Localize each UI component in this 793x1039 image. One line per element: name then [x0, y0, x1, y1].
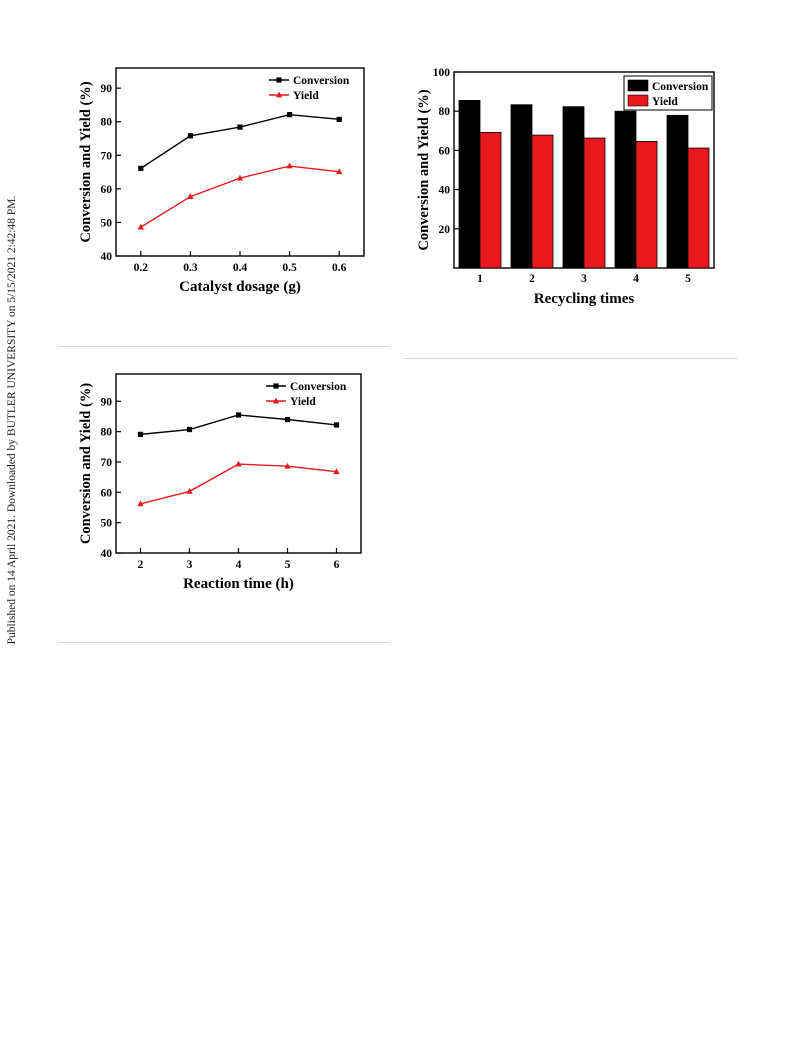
- y-tick-label: 40: [101, 251, 113, 263]
- y-tick-label: 50: [101, 217, 113, 229]
- bar-yield: [531, 134, 554, 269]
- legend-swatch-yield: [627, 94, 649, 107]
- series-line-conversion: [140, 113, 340, 169]
- series-line-conversion: [140, 414, 337, 436]
- legend-label: Conversion: [293, 75, 350, 87]
- legend-marker: [275, 91, 283, 98]
- x-tick-label: 4: [633, 273, 639, 285]
- data-point-yield: [187, 193, 194, 199]
- y-tick-label: 90: [101, 83, 113, 95]
- y-tick-label: 70: [101, 150, 113, 162]
- plot-frame: [115, 67, 365, 257]
- bar-conversion: [510, 104, 533, 269]
- side-note: Published on 14 April 2021. Downloaded b…: [0, 0, 24, 1039]
- x-axis-label: Catalyst dosage (g): [179, 279, 301, 295]
- y-tick-label: 60: [101, 184, 113, 196]
- bar-conversion: [666, 114, 689, 269]
- y-tick-label: 80: [439, 106, 451, 118]
- x-tick-label: 3: [581, 273, 587, 285]
- x-tick-label: 4: [236, 559, 242, 571]
- y-tick-label: 70: [101, 457, 113, 469]
- y-tick-label: 90: [101, 396, 113, 408]
- side-note-text: Published on 14 April 2021. Downloaded b…: [6, 195, 18, 645]
- divider-rule: [58, 346, 390, 347]
- bar-conversion: [614, 110, 637, 269]
- legend-label: Yield: [652, 96, 678, 108]
- bar-yield: [479, 131, 502, 269]
- y-tick-label: 100: [433, 67, 451, 79]
- x-tick-label: 0.6: [332, 262, 347, 274]
- bar-conversion: [562, 106, 585, 269]
- legend-label: Conversion: [652, 81, 709, 93]
- data-point-conversion: [336, 116, 342, 122]
- data-point-conversion: [284, 416, 291, 423]
- series-line-yield: [140, 463, 337, 505]
- data-point-conversion: [138, 165, 144, 171]
- y-tick-label: 80: [101, 117, 113, 129]
- x-tick-label: 2: [529, 273, 535, 285]
- data-point-conversion: [137, 431, 144, 437]
- y-axis-label: Conversion and Yield (%): [78, 81, 94, 242]
- data-point-conversion: [237, 124, 243, 130]
- x-axis-label: Reaction time (h): [183, 576, 294, 592]
- data-point-yield: [186, 488, 193, 494]
- x-tick-label: 2: [138, 559, 144, 571]
- y-tick-label: 50: [101, 518, 113, 530]
- x-tick-label: 0.5: [282, 262, 297, 274]
- legend-label: Yield: [290, 396, 316, 408]
- data-point-yield: [235, 460, 242, 467]
- x-tick-label: 0.4: [233, 262, 248, 274]
- legend-label: Conversion: [290, 381, 347, 393]
- chart-reaction-time: 40 50 60 70 80 90 Conversion and Yield (%) Reac…: [78, 373, 362, 592]
- x-tick-label: 5: [685, 273, 691, 285]
- data-point-yield: [286, 162, 293, 169]
- x-tick-label: 0.3: [183, 262, 198, 274]
- legend-marker: [272, 397, 280, 404]
- data-point-conversion: [333, 422, 340, 428]
- data-point-yield: [336, 168, 343, 175]
- bar-yield: [687, 147, 710, 269]
- chart-catalyst-dosage: 40 50 60 70 80 90 Conversion and Yield (%) Cata…: [78, 67, 365, 295]
- y-tick-label: 60: [101, 487, 113, 499]
- divider-rule: [58, 642, 390, 643]
- x-tick-label: 0.2: [134, 262, 149, 274]
- data-point-conversion: [187, 133, 193, 139]
- x-tick-label: 1: [477, 273, 483, 285]
- y-axis-label: Conversion and Yield (%): [416, 89, 432, 250]
- y-tick-label: 40: [439, 185, 451, 197]
- y-axis-label: Conversion and Yield (%): [78, 383, 94, 544]
- legend-swatch-conversion: [627, 79, 649, 92]
- data-point-conversion: [287, 112, 293, 118]
- data-point-yield: [137, 223, 144, 230]
- y-tick-label: 20: [439, 224, 451, 236]
- legend-marker: [273, 383, 279, 389]
- divider-rule: [404, 358, 737, 359]
- x-axis-label: Recycling times: [534, 291, 635, 307]
- x-tick-label: 6: [334, 559, 340, 571]
- data-point-yield: [333, 468, 340, 475]
- x-tick-label: 3: [187, 559, 193, 571]
- legend-label: Yield: [293, 90, 319, 102]
- y-tick-label: 40: [101, 548, 113, 560]
- y-tick-label: 80: [101, 427, 113, 439]
- data-point-yield: [137, 500, 144, 507]
- bar-yield: [583, 137, 606, 269]
- data-point-yield: [236, 174, 244, 181]
- data-point-yield: [284, 462, 291, 469]
- data-point-conversion: [235, 412, 242, 418]
- x-tick-label: 5: [285, 559, 291, 571]
- bar-conversion: [458, 100, 481, 269]
- data-point-conversion: [186, 426, 193, 433]
- bar-yield: [635, 140, 658, 269]
- y-tick-label: 60: [439, 145, 451, 157]
- legend-marker: [276, 77, 282, 83]
